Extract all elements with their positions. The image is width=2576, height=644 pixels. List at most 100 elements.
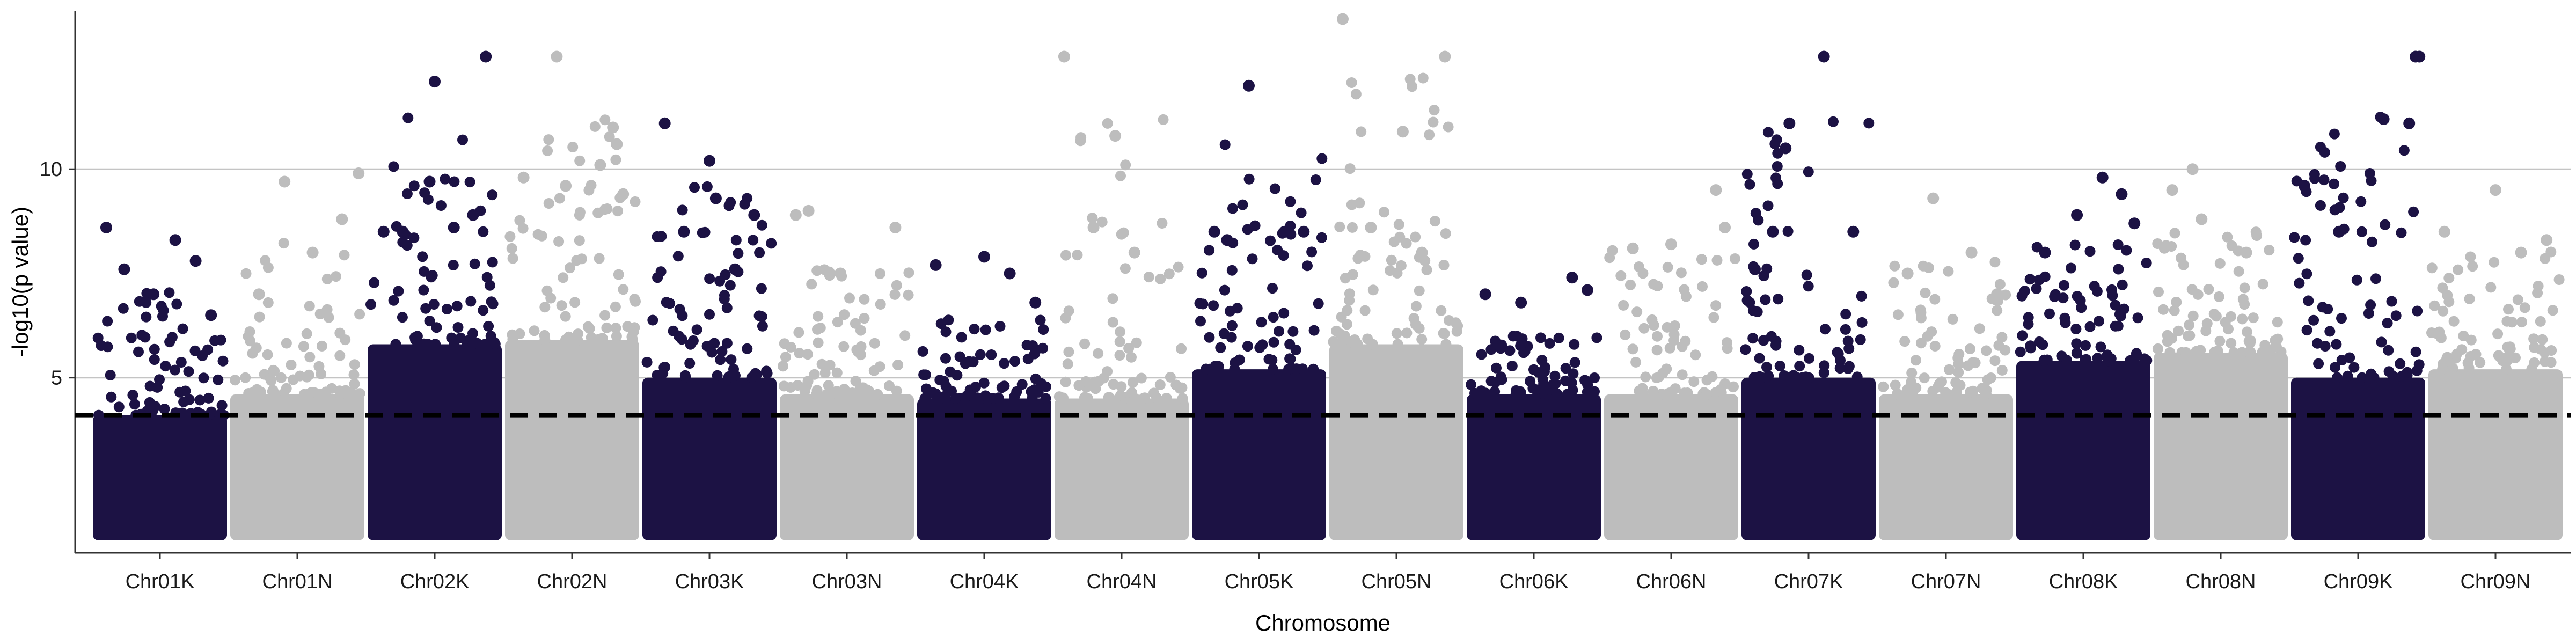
- snp-point: [1506, 361, 1518, 371]
- snp-point: [2365, 299, 2376, 311]
- snp-point: [1440, 339, 1452, 350]
- snp-point: [203, 392, 214, 404]
- snp-point: [1899, 336, 1911, 347]
- snp-point: [2017, 330, 2028, 341]
- snp-point: [660, 362, 670, 372]
- snp-point: [748, 235, 759, 246]
- snp-point: [2239, 299, 2250, 310]
- snp-point: [1096, 216, 1108, 228]
- snp-point: [932, 392, 943, 404]
- snp-point: [1515, 340, 1526, 352]
- snp-point: [2528, 333, 2540, 345]
- snp-peak: [2490, 184, 2501, 196]
- snp-point: [1583, 388, 1594, 399]
- snp-point: [1107, 293, 1118, 304]
- snp-point: [2152, 343, 2163, 354]
- snp-point: [2319, 147, 2330, 158]
- snp-peak: [835, 267, 847, 280]
- snp-point: [2303, 295, 2314, 306]
- x-tick-label-Chr03K: Chr03K: [675, 570, 744, 593]
- snp-point: [1439, 328, 1450, 339]
- snp-point: [956, 332, 967, 343]
- snp-point: [2429, 300, 2440, 311]
- point-mass-Chr09K: [2291, 377, 2425, 540]
- snp-point: [1401, 327, 1413, 339]
- snp-point: [891, 385, 902, 397]
- chromosome-points-Chr01K: [92, 222, 229, 540]
- snp-point: [964, 390, 976, 401]
- snp-point: [1888, 277, 1899, 288]
- snp-point: [1803, 372, 1814, 383]
- snp-peak: [1719, 222, 1731, 233]
- snp-point: [321, 273, 333, 284]
- snp-point: [2158, 304, 2169, 315]
- snp-point: [388, 161, 399, 172]
- snp-point: [1589, 372, 1600, 383]
- chromosome-points-Chr02N: [504, 50, 641, 540]
- snp-peak: [1927, 192, 1940, 204]
- snp-point: [852, 346, 863, 357]
- snp-point: [806, 279, 817, 290]
- snp-point: [2398, 145, 2410, 156]
- snp-peak: [1767, 225, 1779, 238]
- snp-peak: [2413, 50, 2426, 63]
- snp-peak: [802, 204, 815, 217]
- snp-point: [899, 330, 911, 341]
- snp-peak: [397, 225, 409, 238]
- chromosome-points-Chr05K: [1192, 79, 1328, 540]
- snp-point: [1535, 332, 1546, 343]
- snp-point: [934, 375, 946, 386]
- chromosome-points-Chr07N: [1878, 192, 2013, 540]
- snp-point: [2553, 274, 2565, 285]
- snp-point: [1943, 266, 1954, 277]
- snp-point: [1237, 199, 1248, 210]
- snp-point: [435, 200, 447, 211]
- x-tick-label-Chr08N: Chr08N: [2186, 570, 2256, 593]
- snp-point: [778, 380, 789, 392]
- snp-point: [778, 361, 788, 372]
- snp-point: [1890, 379, 1901, 391]
- snp-point: [2289, 232, 2300, 243]
- snp-point: [1316, 153, 1328, 164]
- snp-point: [354, 388, 365, 399]
- snp-point: [1682, 387, 1693, 398]
- snp-point: [2503, 304, 2514, 315]
- snp-point: [569, 297, 581, 308]
- snp-point: [1410, 231, 1421, 243]
- chromosome-points-Chr08N: [2152, 163, 2288, 540]
- snp-point: [1417, 72, 1429, 84]
- snp-point: [2213, 291, 2224, 302]
- snp-point: [449, 176, 460, 187]
- snp-point: [691, 324, 702, 335]
- snp-point: [2402, 367, 2413, 378]
- snp-point: [2115, 310, 2126, 321]
- snp-point: [487, 189, 498, 201]
- snp-point: [1774, 361, 1785, 371]
- snp-peak: [189, 255, 202, 267]
- snp-point: [240, 372, 251, 383]
- snp-point: [1772, 178, 1783, 189]
- snp-point: [1136, 372, 1147, 384]
- snp-point: [240, 268, 252, 279]
- snp-point: [1108, 379, 1119, 390]
- snp-point: [1511, 385, 1521, 396]
- snp-point: [1093, 348, 1104, 359]
- snp-point: [1392, 339, 1403, 350]
- snp-point: [757, 320, 768, 332]
- snp-point: [2437, 364, 2448, 375]
- snp-point: [721, 338, 733, 349]
- snp-peak: [1416, 246, 1428, 259]
- chromosome-points-Chr01N: [230, 167, 365, 540]
- snp-peak: [560, 180, 572, 192]
- snp-point: [92, 332, 104, 343]
- snp-point: [506, 243, 517, 254]
- snp-peak: [1665, 238, 1677, 251]
- snp-point: [2537, 334, 2548, 345]
- snp-point: [618, 284, 629, 295]
- snp-point: [716, 346, 728, 357]
- snp-point: [1087, 213, 1098, 224]
- snp-peak: [2515, 246, 2527, 259]
- snp-point: [2364, 168, 2375, 179]
- snp-point: [1953, 367, 1964, 378]
- snp-point: [1922, 331, 1933, 342]
